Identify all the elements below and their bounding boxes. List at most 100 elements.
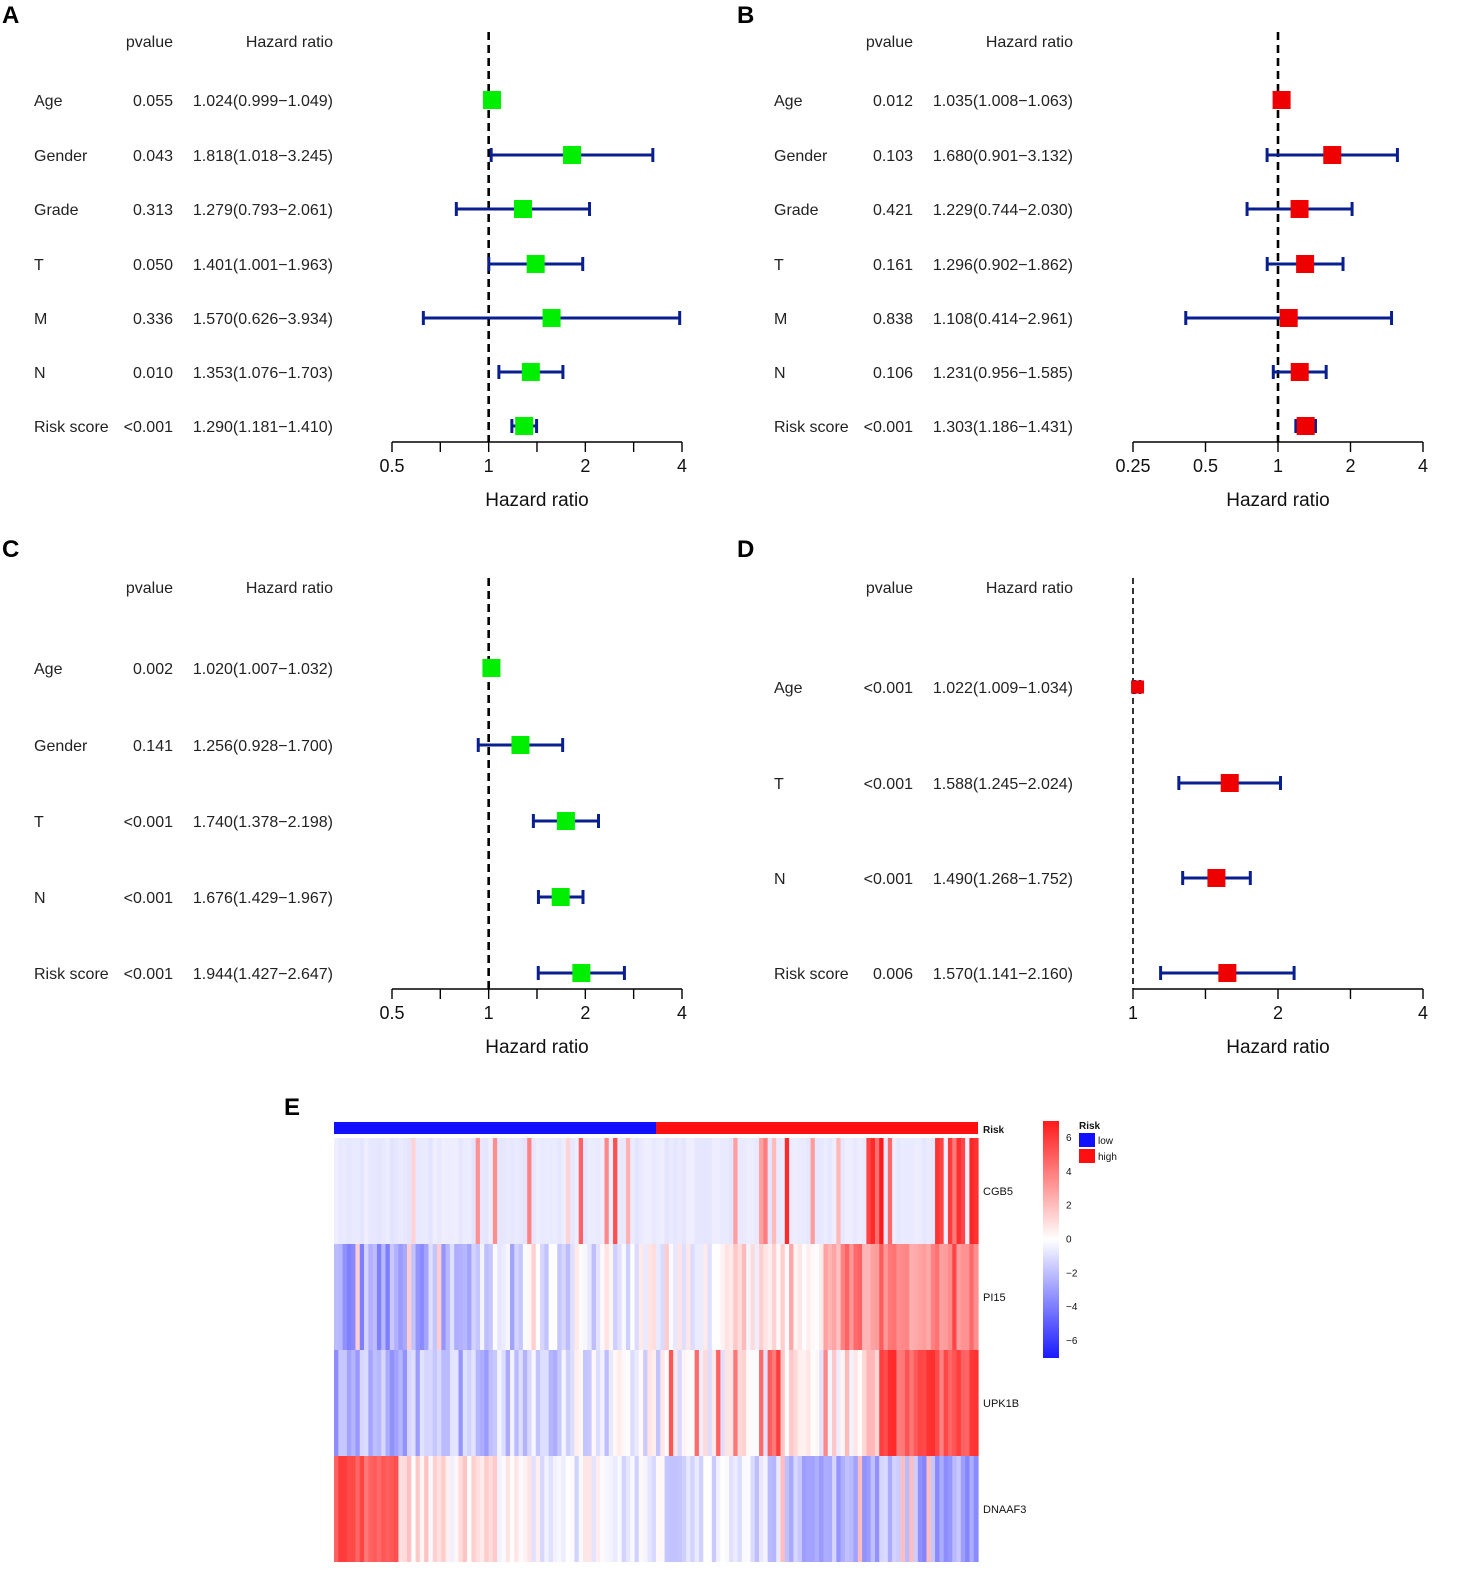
row-label: N — [774, 871, 786, 888]
heatmap-cell — [930, 1456, 936, 1562]
heatmap-cell — [677, 1138, 683, 1244]
heatmap-cell — [668, 1138, 674, 1244]
heatmap-cell — [621, 1456, 627, 1562]
heatmap-cell — [587, 1138, 593, 1244]
heatmap-cell — [540, 1138, 545, 1244]
heatmap-cell — [604, 1350, 610, 1456]
heatmap-cell — [522, 1244, 528, 1350]
heatmap-cell — [415, 1138, 421, 1244]
heatmap-cell — [535, 1456, 541, 1562]
heatmap-cell — [784, 1138, 790, 1244]
heatmap-cell — [342, 1350, 348, 1456]
heatmap-cell — [617, 1350, 623, 1456]
heatmap-cell — [943, 1244, 949, 1350]
heatmap-cell — [462, 1456, 468, 1562]
heatmap-cell — [656, 1350, 661, 1456]
heatmap-cell — [892, 1350, 898, 1456]
heatmap-cell — [625, 1456, 631, 1562]
heatmap-cell — [656, 1244, 661, 1350]
row-pvalue: 0.002 — [133, 661, 173, 678]
heatmap-cell — [617, 1138, 623, 1244]
heatmap-cell — [917, 1456, 923, 1562]
heatmap-cell — [552, 1138, 558, 1244]
heatmap-cell — [664, 1138, 670, 1244]
heatmap-cell — [432, 1350, 438, 1456]
heatmap-cell — [840, 1138, 846, 1244]
row-hr-text: 1.740(1.378−2.198) — [193, 814, 333, 831]
heatmap-cell — [454, 1138, 460, 1244]
pvalue-header: pvalue — [126, 34, 173, 51]
heatmap-cell — [583, 1138, 588, 1244]
heatmap-cell — [527, 1138, 533, 1244]
x-tick-label: 2 — [580, 1003, 590, 1023]
heatmap-cell — [909, 1138, 915, 1244]
heatmap-cell — [475, 1138, 481, 1244]
heatmap-cell — [505, 1138, 511, 1244]
heatmap-cell — [874, 1244, 880, 1350]
heatmap-cell — [342, 1244, 348, 1350]
row-label: T — [34, 814, 44, 831]
heatmap-cell — [359, 1350, 365, 1456]
heatmap-cell — [458, 1138, 464, 1244]
heatmap-cell — [475, 1350, 481, 1456]
heatmap-cell — [681, 1456, 687, 1562]
hr-marker — [482, 91, 501, 109]
heatmap-cell — [501, 1456, 507, 1562]
heatmap-cell — [806, 1138, 812, 1244]
heatmap-cell — [630, 1138, 636, 1244]
heatmap-cell — [334, 1244, 339, 1350]
heatmap-cell — [583, 1350, 588, 1456]
heatmap-cell — [621, 1138, 627, 1244]
heatmap-cell — [973, 1456, 979, 1562]
row-pvalue: 0.010 — [133, 365, 173, 382]
heatmap-cell — [870, 1350, 876, 1456]
x-tick-label: 2 — [1345, 456, 1355, 476]
heatmap-cell — [956, 1244, 962, 1350]
heatmap-cell — [561, 1456, 567, 1562]
heatmap-cell — [947, 1350, 953, 1456]
heatmap-cell — [836, 1138, 842, 1244]
heatmap-cell — [746, 1244, 752, 1350]
x-axis-label: Hazard ratio — [485, 1037, 589, 1058]
row-label: N — [34, 365, 46, 382]
heatmap-cell — [935, 1138, 940, 1244]
heatmap-cell — [969, 1456, 975, 1562]
heatmap-cell — [917, 1244, 923, 1350]
heatmap-cell — [754, 1350, 760, 1456]
heatmap-cell — [342, 1456, 348, 1562]
heatmap-cell — [617, 1244, 623, 1350]
heatmap-cell — [741, 1138, 747, 1244]
heatmap-cell — [814, 1350, 820, 1456]
hr-marker — [1220, 774, 1239, 792]
hr-marker — [513, 200, 532, 218]
row-label: T — [34, 257, 44, 274]
heatmap-cell — [711, 1244, 717, 1350]
heatmap-cell — [952, 1456, 958, 1562]
heatmap-cell — [866, 1350, 872, 1456]
heatmap-cell — [574, 1244, 580, 1350]
heatmap-cell — [947, 1456, 953, 1562]
heatmap-cell — [355, 1244, 361, 1350]
heatmap-cell — [905, 1244, 910, 1350]
heatmap-cell — [432, 1138, 438, 1244]
row-label: Age — [34, 93, 63, 110]
heatmap-cell — [711, 1138, 717, 1244]
heatmap-cell — [548, 1350, 554, 1456]
heatmap-cell — [857, 1244, 863, 1350]
heatmap-cell — [724, 1456, 730, 1562]
row-pvalue: 0.055 — [133, 93, 173, 110]
hr-marker — [1207, 869, 1226, 887]
heatmap-cell — [887, 1244, 893, 1350]
heatmap-cell — [548, 1244, 554, 1350]
heatmap-cell — [728, 1244, 734, 1350]
color-scale-tick: 0 — [1066, 1235, 1072, 1246]
row-pvalue: 0.050 — [133, 257, 173, 274]
heatmap-cell — [939, 1138, 945, 1244]
heatmap-cell — [913, 1244, 919, 1350]
x-axis-label: Hazard ratio — [485, 490, 589, 511]
heatmap-cell — [853, 1244, 859, 1350]
heatmap-cell — [492, 1138, 498, 1244]
heatmap-cell — [703, 1456, 709, 1562]
heatmap-cell — [965, 1350, 971, 1456]
